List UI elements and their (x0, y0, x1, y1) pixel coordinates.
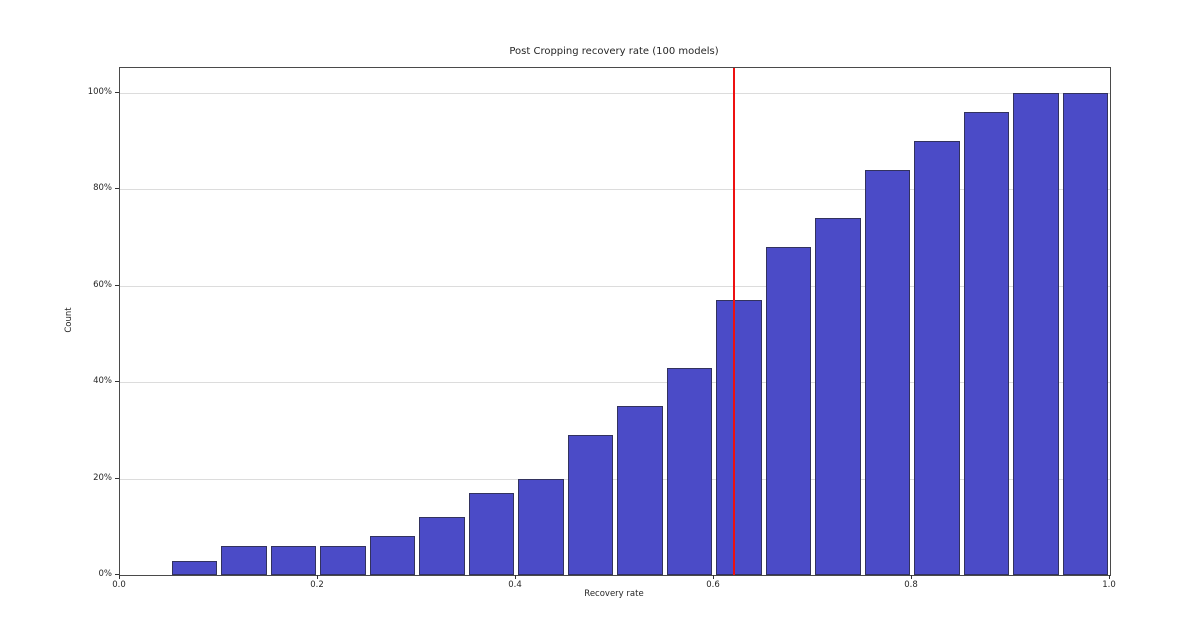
x-tick-mark (119, 575, 120, 579)
histogram-bar (270, 546, 316, 575)
y-tick-mark (115, 574, 119, 575)
y-tick-mark (115, 477, 119, 479)
histogram-bar (320, 546, 366, 575)
chart-title: Post Cropping recovery rate (100 models) (509, 46, 719, 57)
histogram-bar (914, 141, 960, 575)
x-tick-mark (317, 575, 318, 579)
y-tick-label: 100% (87, 87, 112, 98)
histogram-bar (171, 560, 217, 575)
histogram-bar (221, 546, 267, 575)
x-tick-label: 0.8 (904, 580, 918, 590)
histogram-bar (369, 536, 415, 575)
histogram-bar (419, 517, 465, 575)
x-tick-mark (515, 575, 516, 579)
y-axis-label: Count (64, 307, 74, 333)
y-gridline (120, 189, 1110, 191)
x-tick-label: 0.4 (508, 580, 522, 590)
x-axis-label: Recovery rate (584, 589, 644, 599)
y-tick-label: 20% (93, 472, 112, 483)
y-tick-label: 80% (93, 183, 112, 194)
histogram-bar (567, 435, 613, 575)
x-tick-mark (911, 575, 912, 579)
histogram-bar (765, 247, 811, 575)
histogram-bar (617, 406, 663, 575)
histogram-bar (864, 170, 910, 575)
x-tick-label: 0.0 (112, 580, 126, 590)
x-tick-mark (713, 575, 714, 579)
x-tick-label: 0.6 (706, 580, 720, 590)
histogram-bar (716, 300, 762, 575)
y-gridline (120, 285, 1110, 287)
y-gridline (120, 93, 1110, 95)
histogram-bar (518, 478, 564, 575)
y-tick-mark (115, 284, 119, 286)
y-tick-mark (115, 188, 119, 190)
y-gridline (120, 382, 1110, 384)
x-tick-label: 0.2 (310, 580, 324, 590)
y-tick-mark (115, 92, 119, 94)
histogram-bar (666, 367, 712, 575)
y-tick-label: 40% (93, 376, 112, 387)
x-tick-mark (1109, 575, 1110, 579)
plot-area (119, 67, 1111, 576)
y-tick-label: 60% (93, 279, 112, 290)
y-gridline (120, 478, 1110, 480)
y-tick-mark (115, 381, 119, 383)
histogram-bar (1013, 93, 1059, 575)
y-tick-label: 0% (98, 569, 113, 579)
histogram-bar (963, 112, 1009, 575)
x-tick-label: 1.0 (1102, 580, 1116, 590)
threshold-vline (732, 68, 735, 575)
histogram-bar (468, 493, 514, 575)
histogram-bar (1062, 93, 1108, 575)
histogram-bar (815, 218, 861, 575)
